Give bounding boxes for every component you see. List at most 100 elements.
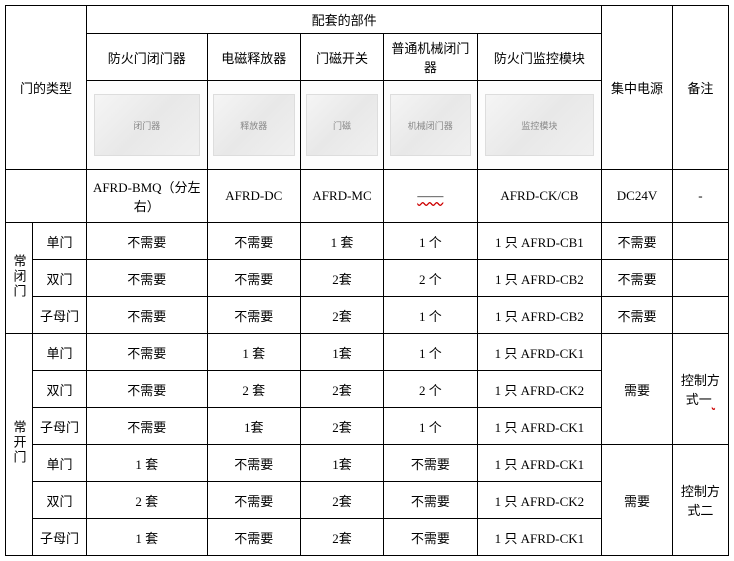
col2-header: 电磁释放器 <box>207 34 300 81</box>
data-cell: 1 只 AFRD-CB2 <box>477 260 602 297</box>
data-cell: 1 个 <box>384 297 477 334</box>
fire-door-config-table: 门的类型 配套的部件 集中电源 备注 防火门闭门器 电磁释放器 门磁开关 普通机… <box>5 5 729 556</box>
data-cell: 不需要 <box>207 519 300 556</box>
door-cell: 双门 <box>33 482 87 519</box>
data-cell: 1 只 AFRD-CK1 <box>477 408 602 445</box>
door-cell: 双门 <box>33 260 87 297</box>
col3-header: 门磁开关 <box>300 34 383 81</box>
table-row: 单门 1 套 不需要 1套 不需要 1 只 AFRD-CK1 需要 控制方式二 <box>6 445 729 482</box>
data-cell: 2套 <box>300 519 383 556</box>
data-cell: 2 个 <box>384 260 477 297</box>
data-cell: 1 套 <box>300 223 383 260</box>
data-cell: 不需要 <box>384 519 477 556</box>
table-row: 常开门 单门 不需要 1 套 1套 1 个 1 只 AFRD-CK1 需要 控制… <box>6 334 729 371</box>
img-cell-3: 门磁 <box>300 81 383 170</box>
data-cell: 2套 <box>300 408 383 445</box>
data-cell <box>672 223 728 260</box>
table-row: 双门 不需要 不需要 2套 2 个 1 只 AFRD-CB2 不需要 <box>6 260 729 297</box>
data-cell: 不需要 <box>207 260 300 297</box>
data-cell: 1 只 AFRD-CB2 <box>477 297 602 334</box>
door-cell: 子母门 <box>33 519 87 556</box>
img-cell-2: 释放器 <box>207 81 300 170</box>
door-type-header: 门的类型 <box>6 6 87 170</box>
data-cell: 1 个 <box>384 408 477 445</box>
data-cell: 1 套 <box>207 334 300 371</box>
data-cell: 1 只 AFRD-CB1 <box>477 223 602 260</box>
product-image-icon: 监控模块 <box>485 94 595 156</box>
data-cell: 不需要 <box>602 297 673 334</box>
data-cell: 1 套 <box>87 519 207 556</box>
data-cell: 1 只 AFRD-CK1 <box>477 519 602 556</box>
table-row: 常闭门 单门 不需要 不需要 1 套 1 个 1 只 AFRD-CB1 不需要 <box>6 223 729 260</box>
data-cell: 不需要 <box>384 445 477 482</box>
data-cell: 2套 <box>300 260 383 297</box>
model-row: AFRD-BMQ（分左右） AFRD-DC AFRD-MC —— AFRD-CK… <box>6 170 729 223</box>
data-cell: 2 套 <box>87 482 207 519</box>
data-cell: 不需要 <box>87 223 207 260</box>
model-empty <box>6 170 87 223</box>
model-c3: AFRD-MC <box>300 170 383 223</box>
data-cell: 2套 <box>300 371 383 408</box>
data-cell <box>672 297 728 334</box>
door-cell: 单门 <box>33 223 87 260</box>
data-cell: 1 只 AFRD-CK1 <box>477 445 602 482</box>
remark-cell: 控制方式一 <box>672 334 728 445</box>
door-cell: 双门 <box>33 371 87 408</box>
model-c2: AFRD-DC <box>207 170 300 223</box>
data-cell: 2套 <box>300 297 383 334</box>
img-cell-4: 机械闭门器 <box>384 81 477 170</box>
col5-header: 防火门监控模块 <box>477 34 602 81</box>
data-cell: 不需要 <box>602 223 673 260</box>
door-cell: 单门 <box>33 334 87 371</box>
data-cell: 1 只 AFRD-CK1 <box>477 334 602 371</box>
power-cell: 需要 <box>602 334 673 445</box>
remark-cell: 控制方式二 <box>672 445 728 556</box>
data-cell: 2 个 <box>384 371 477 408</box>
data-cell: 不需要 <box>207 445 300 482</box>
product-image-icon: 闭门器 <box>94 94 200 156</box>
components-header: 配套的部件 <box>87 6 602 34</box>
data-cell: 1 套 <box>87 445 207 482</box>
col1-header: 防火门闭门器 <box>87 34 207 81</box>
col4-header: 普通机械闭门器 <box>384 34 477 81</box>
data-cell: 2套 <box>300 482 383 519</box>
door-cell: 子母门 <box>33 408 87 445</box>
data-cell: 不需要 <box>87 408 207 445</box>
model-remark: - <box>672 170 728 223</box>
img-cell-5: 监控模块 <box>477 81 602 170</box>
data-cell: 1套 <box>207 408 300 445</box>
model-power: DC24V <box>602 170 673 223</box>
table-row: 子母门 不需要 不需要 2套 1 个 1 只 AFRD-CB2 不需要 <box>6 297 729 334</box>
data-cell: 不需要 <box>602 260 673 297</box>
power-header: 集中电源 <box>602 6 673 170</box>
data-cell: 1 只 AFRD-CK2 <box>477 371 602 408</box>
header-row-1: 门的类型 配套的部件 集中电源 备注 <box>6 6 729 34</box>
data-cell: 1 只 AFRD-CK2 <box>477 482 602 519</box>
model-c4: —— <box>384 170 477 223</box>
data-cell: 1套 <box>300 334 383 371</box>
data-cell: 不需要 <box>207 297 300 334</box>
data-cell: 不需要 <box>87 260 207 297</box>
product-image-icon: 释放器 <box>213 94 295 156</box>
data-cell: 不需要 <box>87 297 207 334</box>
remark-header: 备注 <box>672 6 728 170</box>
door-cell: 子母门 <box>33 297 87 334</box>
product-image-icon: 机械闭门器 <box>390 94 472 156</box>
power-cell: 需要 <box>602 445 673 556</box>
img-cell-1: 闭门器 <box>87 81 207 170</box>
data-cell: 不需要 <box>87 334 207 371</box>
data-cell <box>672 260 728 297</box>
model-c1: AFRD-BMQ（分左右） <box>87 170 207 223</box>
group1-label: 常闭门 <box>6 223 33 334</box>
data-cell: 不需要 <box>207 482 300 519</box>
data-cell: 不需要 <box>384 482 477 519</box>
data-cell: 不需要 <box>207 223 300 260</box>
data-cell: 2 套 <box>207 371 300 408</box>
door-cell: 单门 <box>33 445 87 482</box>
group2-label: 常开门 <box>6 334 33 556</box>
product-image-icon: 门磁 <box>306 94 378 156</box>
model-c5: AFRD-CK/CB <box>477 170 602 223</box>
data-cell: 不需要 <box>87 371 207 408</box>
data-cell: 1套 <box>300 445 383 482</box>
data-cell: 1 个 <box>384 334 477 371</box>
